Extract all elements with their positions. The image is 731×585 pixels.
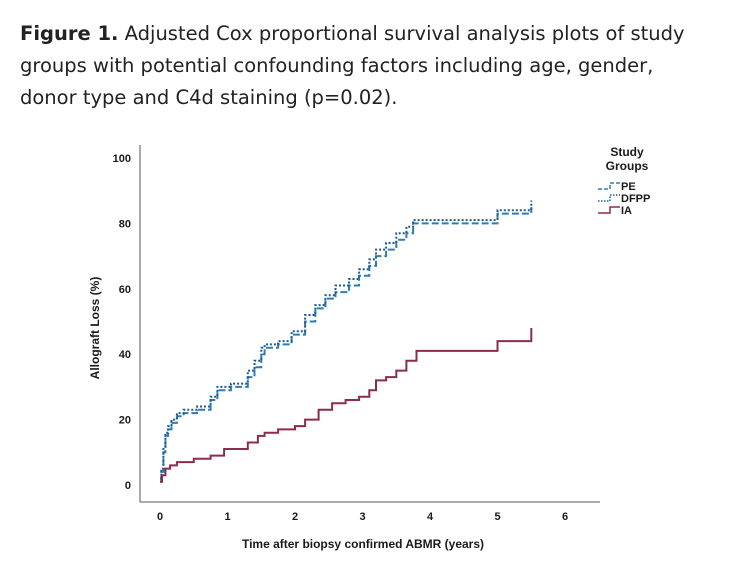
series-line-pe — [160, 207, 533, 483]
legend-title-line1: Study — [610, 145, 644, 159]
legend-label-ia: IA — [621, 205, 632, 217]
figure-label: Figure 1. — [20, 22, 119, 45]
y-tick-label: 40 — [119, 349, 131, 361]
x-tick-label: 3 — [359, 511, 365, 523]
legend-swatch-ia — [598, 206, 620, 214]
legend-swatch-dfpp — [598, 194, 620, 202]
legend-swatch-pe — [598, 182, 620, 190]
y-tick-label: 20 — [119, 415, 131, 427]
y-axis-label: Allograft Loss (%) — [88, 277, 102, 380]
figure-caption: Figure 1. Adjusted Cox proportional surv… — [20, 18, 715, 114]
y-tick-label: 60 — [119, 284, 131, 296]
legend-label-dfpp: DFPP — [621, 193, 650, 205]
x-tick-label: 5 — [494, 511, 500, 523]
y-tick-label: 0 — [125, 480, 131, 492]
chart-axes — [139, 145, 600, 503]
figure-caption-text: Adjusted Cox proportional survival analy… — [20, 22, 685, 109]
chart-series — [160, 200, 533, 483]
y-tick-label: 100 — [113, 153, 131, 165]
x-tick-label: 6 — [562, 511, 568, 523]
y-tick-label: 80 — [119, 218, 131, 230]
series-line-dfpp — [160, 200, 533, 480]
x-tick-label: 2 — [292, 511, 298, 523]
legend-title-line2: Groups — [606, 159, 649, 173]
x-axis-label: Time after biopsy confirmed ABMR (years) — [242, 537, 484, 551]
x-tick-label: 0 — [157, 511, 163, 523]
series-line-ia — [160, 328, 533, 483]
x-tick-label: 1 — [224, 511, 230, 523]
x-tick-label: 4 — [427, 511, 434, 523]
legend-label-pe: PE — [621, 181, 636, 193]
